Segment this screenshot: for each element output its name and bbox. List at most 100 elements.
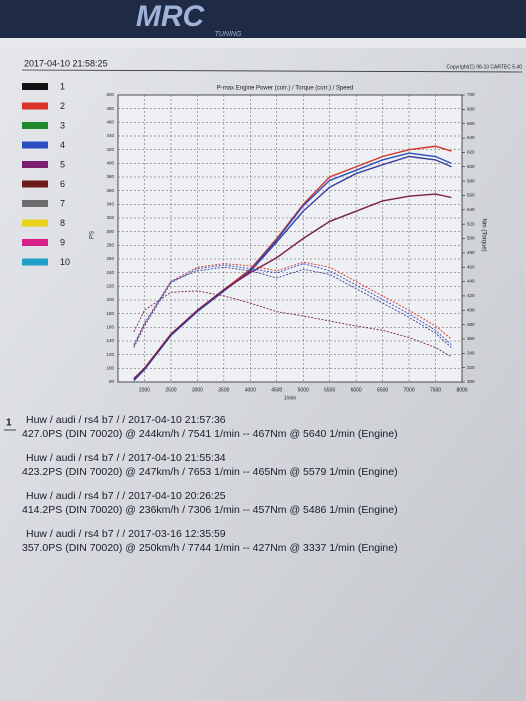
- y2-tick-label: 520: [467, 221, 475, 226]
- y2-tick-label: 480: [467, 250, 475, 255]
- y2-tick-label: 540: [467, 207, 475, 212]
- legend-label: 8: [60, 218, 65, 228]
- y2-tick-label: 380: [467, 322, 475, 327]
- x-axis-label: 1/min: [284, 395, 296, 401]
- torque-line: [133, 263, 452, 348]
- result-summary: 357.0PS (DIN 70020) @ 250km/h / 7744 1/m…: [22, 542, 398, 554]
- x-tick-label: 2500: [165, 387, 176, 393]
- y-tick-label: 200: [106, 297, 114, 302]
- y2-tick-label: 680: [467, 107, 475, 112]
- y-tick-label: 320: [106, 215, 114, 220]
- y-tick-label: 180: [106, 311, 114, 316]
- result-summary: 423.2PS (DIN 70020) @ 247km/h / 7653 1/m…: [22, 466, 398, 478]
- y-tick-label: 240: [106, 270, 114, 275]
- x-tick-label: 5000: [298, 387, 309, 393]
- x-tick-label: 5500: [324, 387, 335, 393]
- legend-swatch: [22, 239, 48, 246]
- y-tick-label: 260: [106, 256, 114, 261]
- y2-tick-label: 440: [467, 279, 475, 284]
- legend-label: 2: [60, 101, 65, 111]
- y2-tick-label: 600: [467, 164, 475, 169]
- legend-swatch: [22, 83, 48, 90]
- result-title: Huw / audi / rs4 b7 / / 2017-03-16 12:35…: [26, 528, 226, 540]
- header-edge: [0, 38, 526, 48]
- legend-swatch: [22, 141, 48, 149]
- legend-label: 7: [60, 198, 65, 208]
- result-marker: 1: [6, 418, 12, 429]
- y2-tick-label: 660: [467, 121, 475, 126]
- torque-line: [133, 266, 452, 348]
- x-tick-label: 7000: [404, 387, 415, 393]
- chart-title: P-max Engine Power (corr.) / Torque (cor…: [217, 86, 354, 92]
- power-line: [133, 193, 452, 380]
- legend-label: 6: [60, 179, 65, 189]
- y2-tick-label: 580: [467, 178, 475, 183]
- y-tick-label: 220: [106, 284, 114, 289]
- plot-area: [117, 94, 463, 383]
- legend-label: 9: [60, 237, 65, 247]
- y2-axis-label: Nm (Torque): [480, 218, 486, 251]
- y-tick-label: 280: [106, 243, 114, 248]
- result-title: Huw / audi / rs4 b7 / / 2017-04-10 20:26…: [26, 490, 226, 502]
- y2-tick-label: 360: [467, 336, 475, 341]
- result-summary: 427.0PS (DIN 70020) @ 244km/h / 7541 1/m…: [22, 428, 398, 440]
- torque-line: [133, 290, 452, 358]
- x-tick-label: 7500: [430, 387, 441, 393]
- results: 1 Huw / audi / rs4 b7 / / 2017-04-10 21:5…: [4, 414, 398, 554]
- y2-tick-label: 620: [467, 150, 475, 155]
- legend-label: 3: [60, 120, 65, 130]
- result-title: Huw / audi / rs4 b7 / / 2017-04-10 21:57…: [26, 414, 226, 426]
- y2-tick-label: 320: [467, 365, 475, 370]
- y2-tick-label: 400: [467, 307, 475, 312]
- y2-tick-label: 640: [467, 135, 475, 140]
- y-tick-label: 360: [106, 188, 114, 193]
- legend-swatch: [22, 258, 48, 266]
- y2-tick-label: 700: [467, 92, 475, 97]
- y-tick-label: 460: [106, 120, 114, 125]
- x-tick-label: 3500: [218, 387, 229, 393]
- legend-label: 4: [60, 140, 65, 150]
- copyright: Copyright(C) 98-10 CARTEC 5.40: [447, 64, 523, 70]
- y2-tick-label: 460: [467, 264, 475, 269]
- legend-label: 5: [60, 159, 65, 169]
- y2-tick-label: 300: [467, 379, 475, 384]
- y-tick-label: 100: [106, 366, 114, 371]
- y-tick-label: 380: [106, 174, 114, 179]
- result-summary: 414.2PS (DIN 70020) @ 236km/h / 7306 1/m…: [22, 504, 398, 516]
- legend-swatch: [22, 200, 48, 207]
- y2-tick-label: 560: [467, 193, 475, 198]
- y-tick-label: 480: [106, 106, 114, 111]
- logo: MRC: [136, 0, 206, 33]
- y2-tick-label: 420: [467, 293, 475, 298]
- legend-label: 10: [60, 257, 70, 267]
- y-tick-label: 160: [106, 325, 114, 330]
- y-tick-label: 440: [106, 133, 114, 138]
- legend-swatch: [22, 102, 48, 110]
- y-tick-label: 340: [106, 202, 114, 207]
- y-axis-label: PS: [90, 231, 96, 239]
- x-tick-label: 3000: [192, 387, 203, 393]
- y-tick-label: 500: [106, 92, 114, 97]
- y2-tick-label: 340: [467, 350, 475, 355]
- y-tick-label: 140: [106, 338, 114, 343]
- timestamp: 2017-04-10 21:58:25: [24, 58, 108, 68]
- legend-label: 1: [60, 81, 65, 91]
- legend-swatch: [22, 180, 48, 188]
- x-tick-label: 4000: [245, 387, 256, 393]
- legend-swatch: [22, 161, 48, 168]
- y-tick-label: 300: [106, 229, 114, 234]
- logo-sub: TUNING: [215, 31, 242, 38]
- y-tick-label: 120: [106, 352, 114, 357]
- result-title: Huw / audi / rs4 b7 / / 2017-04-10 21:55…: [26, 452, 226, 464]
- x-tick-label: 8000: [456, 387, 467, 393]
- x-tick-label: 2000: [139, 387, 150, 393]
- x-tick-label: 4500: [271, 387, 282, 393]
- legend-swatch: [22, 219, 48, 227]
- y-tick-label: 80: [109, 379, 115, 384]
- header-rule: [21, 69, 523, 73]
- y-tick-label: 420: [106, 147, 114, 152]
- x-tick-label: 6000: [351, 387, 362, 393]
- legend-swatch: [22, 122, 48, 129]
